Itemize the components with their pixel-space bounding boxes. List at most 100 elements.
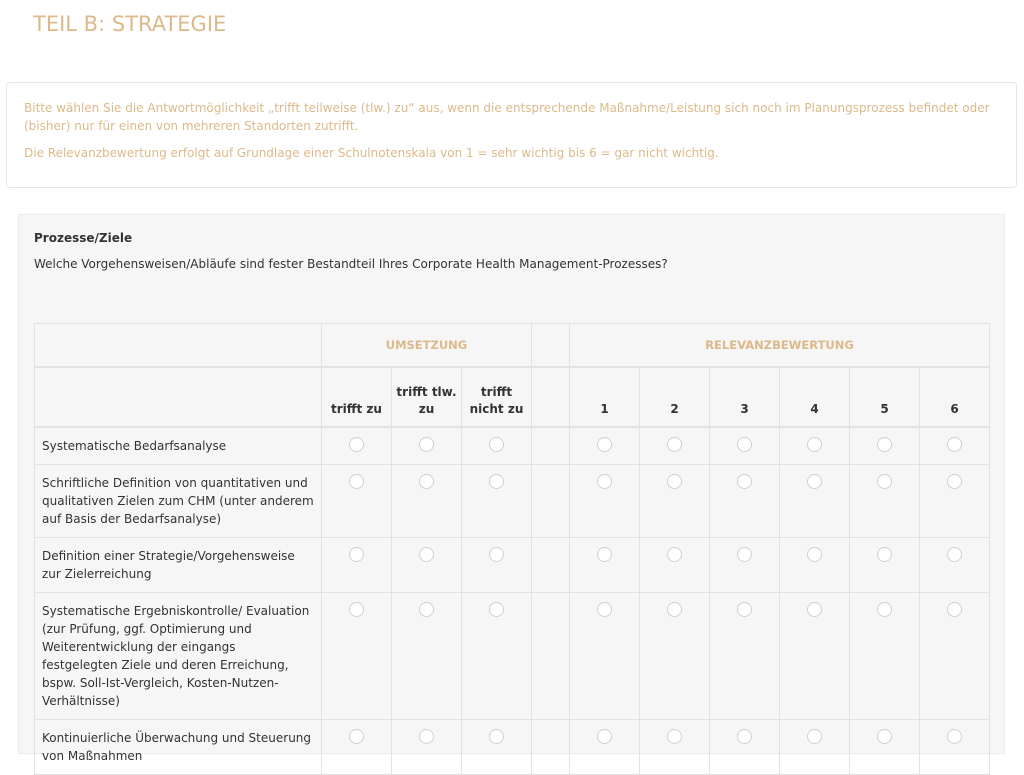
question-title: Prozesse/Ziele (34, 231, 133, 245)
row-label: Schriftliche Definition von quantitative… (34, 464, 322, 538)
radio-cell (849, 592, 920, 720)
radio-cell (639, 426, 710, 465)
info-box: Bitte wählen Sie die Antwortmöglichkeit … (6, 82, 1017, 188)
radio-relevanz[interactable] (597, 602, 612, 617)
radio-relevanz[interactable] (807, 729, 822, 744)
radio-cell (779, 537, 850, 593)
row-label: Systematische Bedarfsanalyse (34, 426, 322, 465)
radio-relevanz[interactable] (807, 437, 822, 452)
radio-umsetzung[interactable] (349, 602, 364, 617)
radio-umsetzung[interactable] (489, 547, 504, 562)
radio-relevanz[interactable] (737, 437, 752, 452)
radio-relevanz[interactable] (947, 729, 962, 744)
radio-umsetzung[interactable] (489, 602, 504, 617)
radio-umsetzung[interactable] (349, 729, 364, 744)
radio-umsetzung[interactable] (349, 474, 364, 489)
radio-cell (391, 426, 462, 465)
spacer (531, 366, 570, 428)
col-header-umsetzung: trifft nicht zu (461, 366, 532, 428)
col-header-relevanz: 6 (919, 366, 990, 428)
header-empty (34, 323, 322, 368)
radio-cell (461, 592, 532, 720)
radio-cell (779, 719, 850, 775)
radio-umsetzung[interactable] (419, 729, 434, 744)
radio-relevanz[interactable] (667, 437, 682, 452)
radio-relevanz[interactable] (667, 602, 682, 617)
radio-cell (709, 464, 780, 538)
radio-relevanz[interactable] (737, 474, 752, 489)
radio-cell (639, 719, 710, 775)
radio-cell (321, 426, 392, 465)
radio-umsetzung[interactable] (349, 437, 364, 452)
radio-relevanz[interactable] (597, 437, 612, 452)
radio-cell (709, 592, 780, 720)
table-row: Systematische Bedarfsanalyse (34, 426, 990, 465)
radio-relevanz[interactable] (877, 729, 892, 744)
radio-relevanz[interactable] (947, 474, 962, 489)
radio-relevanz[interactable] (807, 547, 822, 562)
radio-umsetzung[interactable] (349, 547, 364, 562)
radio-cell (461, 719, 532, 775)
radio-cell (569, 719, 640, 775)
info-text: Die Relevanzbewertung erfolgt auf Grundl… (24, 146, 719, 160)
radio-relevanz[interactable] (877, 437, 892, 452)
radio-relevanz[interactable] (667, 474, 682, 489)
spacer (531, 426, 570, 465)
radio-cell (639, 537, 710, 593)
radio-cell (391, 537, 462, 593)
radio-cell (709, 537, 780, 593)
radio-cell (919, 719, 990, 775)
radio-relevanz[interactable] (667, 547, 682, 562)
spacer (531, 464, 570, 538)
radio-umsetzung[interactable] (489, 474, 504, 489)
col-header-umsetzung: trifft tlw. zu (391, 366, 462, 428)
radio-umsetzung[interactable] (419, 437, 434, 452)
group-umsetzung: UMSETZUNG (321, 323, 532, 368)
row-label: Kontinuierliche Überwachung und Steuerun… (34, 719, 322, 775)
radio-relevanz[interactable] (877, 547, 892, 562)
radio-relevanz[interactable] (807, 474, 822, 489)
radio-cell (569, 592, 640, 720)
table-row: Definition einer Strategie/Vorgehensweis… (34, 537, 990, 593)
radio-relevanz[interactable] (737, 729, 752, 744)
radio-umsetzung[interactable] (419, 602, 434, 617)
radio-relevanz[interactable] (597, 729, 612, 744)
spacer (531, 719, 570, 775)
radio-umsetzung[interactable] (489, 437, 504, 452)
radio-cell (919, 592, 990, 720)
radio-cell (391, 719, 462, 775)
table-row: Kontinuierliche Überwachung und Steuerun… (34, 719, 990, 775)
radio-cell (639, 464, 710, 538)
radio-cell (779, 592, 850, 720)
radio-relevanz[interactable] (877, 474, 892, 489)
page-title: TEIL B: STRATEGIE (33, 12, 227, 36)
radio-relevanz[interactable] (667, 729, 682, 744)
radio-relevanz[interactable] (737, 547, 752, 562)
row-label: Systematische Ergebniskontrolle/ Evaluat… (34, 592, 322, 720)
matrix-table: UMSETZUNG RELEVANZBEWERTUNG trifft zu tri… (34, 323, 990, 775)
radio-umsetzung[interactable] (419, 547, 434, 562)
radio-cell (919, 464, 990, 538)
radio-cell (461, 464, 532, 538)
radio-relevanz[interactable] (947, 547, 962, 562)
radio-cell (849, 464, 920, 538)
radio-relevanz[interactable] (877, 602, 892, 617)
radio-relevanz[interactable] (807, 602, 822, 617)
radio-cell (849, 537, 920, 593)
radio-cell (391, 464, 462, 538)
radio-relevanz[interactable] (597, 547, 612, 562)
radio-umsetzung[interactable] (489, 729, 504, 744)
radio-cell (569, 464, 640, 538)
radio-relevanz[interactable] (597, 474, 612, 489)
radio-umsetzung[interactable] (419, 474, 434, 489)
radio-cell (461, 537, 532, 593)
question-text: Welche Vorgehensweisen/Abläufe sind fest… (34, 257, 668, 271)
radio-relevanz[interactable] (947, 437, 962, 452)
col-header-relevanz: 4 (779, 366, 850, 428)
spacer (531, 323, 570, 368)
col-header-relevanz: 3 (709, 366, 780, 428)
radio-relevanz[interactable] (737, 602, 752, 617)
radio-cell (849, 719, 920, 775)
spacer (531, 537, 570, 593)
radio-relevanz[interactable] (947, 602, 962, 617)
